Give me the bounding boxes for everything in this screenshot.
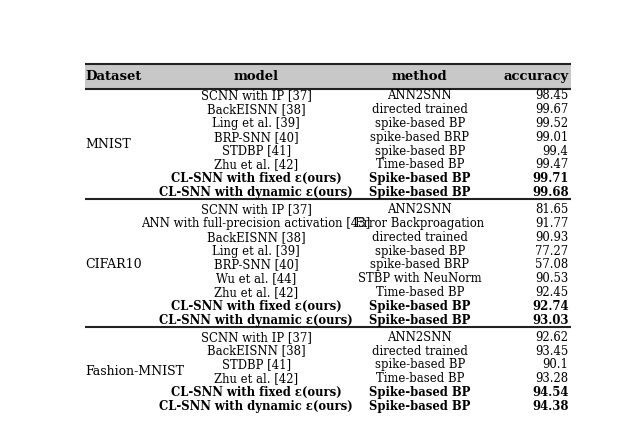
Text: 94.54: 94.54 — [532, 386, 568, 399]
Text: 94.38: 94.38 — [532, 400, 568, 413]
Text: Zhu et al. [42]: Zhu et al. [42] — [214, 286, 298, 299]
Text: spike-based BP: spike-based BP — [374, 358, 465, 371]
Text: BRP-SNN [40]: BRP-SNN [40] — [214, 131, 298, 144]
Text: 93.28: 93.28 — [536, 372, 568, 385]
Text: 99.52: 99.52 — [536, 117, 568, 130]
Text: 57.08: 57.08 — [535, 258, 568, 271]
Text: Spike-based BP: Spike-based BP — [369, 300, 470, 313]
Text: CL-SNN with fixed ε(ours): CL-SNN with fixed ε(ours) — [171, 300, 342, 313]
Text: 99.01: 99.01 — [535, 131, 568, 144]
Text: 99.67: 99.67 — [535, 103, 568, 116]
Text: Spike-based BP: Spike-based BP — [369, 386, 470, 399]
Text: accuracy: accuracy — [503, 70, 568, 83]
Text: Ling et al. [39]: Ling et al. [39] — [212, 245, 300, 258]
Text: Spike-based BP: Spike-based BP — [369, 172, 470, 185]
Text: spike-based BRP: spike-based BRP — [371, 258, 469, 271]
Text: spike-based BRP: spike-based BRP — [371, 131, 469, 144]
Text: 93.45: 93.45 — [535, 345, 568, 358]
Text: BackEISNN [38]: BackEISNN [38] — [207, 103, 305, 116]
Text: Spike-based BP: Spike-based BP — [369, 400, 470, 413]
Text: STDBP [41]: STDBP [41] — [221, 145, 291, 158]
Text: 99.68: 99.68 — [532, 186, 568, 199]
Text: SCNN with IP [37]: SCNN with IP [37] — [201, 331, 312, 344]
Text: spike-based BP: spike-based BP — [374, 245, 465, 258]
Text: 90.53: 90.53 — [535, 272, 568, 285]
Text: Spike-based BP: Spike-based BP — [369, 186, 470, 199]
Text: ANN2SNN: ANN2SNN — [387, 331, 452, 344]
Text: CL-SNN with dynamic ε(ours): CL-SNN with dynamic ε(ours) — [159, 314, 353, 327]
Text: MNIST: MNIST — [85, 138, 131, 151]
Text: Zhu et al. [42]: Zhu et al. [42] — [214, 372, 298, 385]
Text: 90.93: 90.93 — [535, 231, 568, 244]
Text: 91.77: 91.77 — [535, 217, 568, 230]
Text: spike-based BP: spike-based BP — [374, 145, 465, 158]
Text: method: method — [392, 70, 447, 83]
Text: CL-SNN with fixed ε(ours): CL-SNN with fixed ε(ours) — [171, 386, 342, 399]
Text: Spike-based BP: Spike-based BP — [369, 314, 470, 327]
Text: 92.74: 92.74 — [532, 300, 568, 313]
Text: BRP-SNN [40]: BRP-SNN [40] — [214, 258, 298, 271]
Text: ANN with full-precision activation [43]: ANN with full-precision activation [43] — [141, 217, 371, 230]
Text: directed trained: directed trained — [372, 231, 468, 244]
Text: Time-based BP: Time-based BP — [376, 286, 464, 299]
Text: spike-based BP: spike-based BP — [374, 117, 465, 130]
Text: ANN2SNN: ANN2SNN — [387, 89, 452, 102]
Text: STBP with NeuNorm: STBP with NeuNorm — [358, 272, 481, 285]
Text: CL-SNN with fixed ε(ours): CL-SNN with fixed ε(ours) — [171, 172, 342, 185]
Text: 99.71: 99.71 — [532, 172, 568, 185]
Text: 93.03: 93.03 — [532, 314, 568, 327]
Text: BackEISNN [38]: BackEISNN [38] — [207, 345, 305, 358]
Text: 77.27: 77.27 — [536, 245, 568, 258]
Text: STDBP [41]: STDBP [41] — [221, 358, 291, 371]
Text: SCNN with IP [37]: SCNN with IP [37] — [201, 89, 312, 102]
Text: Error Backproagation: Error Backproagation — [355, 217, 484, 230]
Text: CIFAR10: CIFAR10 — [85, 258, 141, 271]
Text: CL-SNN with dynamic ε(ours): CL-SNN with dynamic ε(ours) — [159, 186, 353, 199]
Text: CL-SNN with dynamic ε(ours): CL-SNN with dynamic ε(ours) — [159, 400, 353, 413]
Text: BackEISNN [38]: BackEISNN [38] — [207, 231, 305, 244]
Text: Ling et al. [39]: Ling et al. [39] — [212, 117, 300, 130]
Text: Zhu et al. [42]: Zhu et al. [42] — [214, 158, 298, 171]
Text: 98.45: 98.45 — [535, 89, 568, 102]
Text: 92.62: 92.62 — [536, 331, 568, 344]
Text: directed trained: directed trained — [372, 345, 468, 358]
Text: 81.65: 81.65 — [535, 203, 568, 216]
Text: 99.4: 99.4 — [543, 145, 568, 158]
Text: Time-based BP: Time-based BP — [376, 372, 464, 385]
Bar — [85, 64, 571, 89]
Text: 92.45: 92.45 — [536, 286, 568, 299]
Text: model: model — [234, 70, 278, 83]
Text: 90.1: 90.1 — [543, 358, 568, 371]
Text: SCNN with IP [37]: SCNN with IP [37] — [201, 203, 312, 216]
Text: Dataset: Dataset — [85, 70, 141, 83]
Text: Time-based BP: Time-based BP — [376, 158, 464, 171]
Text: Fashion-MNIST: Fashion-MNIST — [85, 365, 184, 378]
Text: Wu et al. [44]: Wu et al. [44] — [216, 272, 296, 285]
Text: 99.47: 99.47 — [535, 158, 568, 171]
Text: directed trained: directed trained — [372, 103, 468, 116]
Text: ANN2SNN: ANN2SNN — [387, 203, 452, 216]
